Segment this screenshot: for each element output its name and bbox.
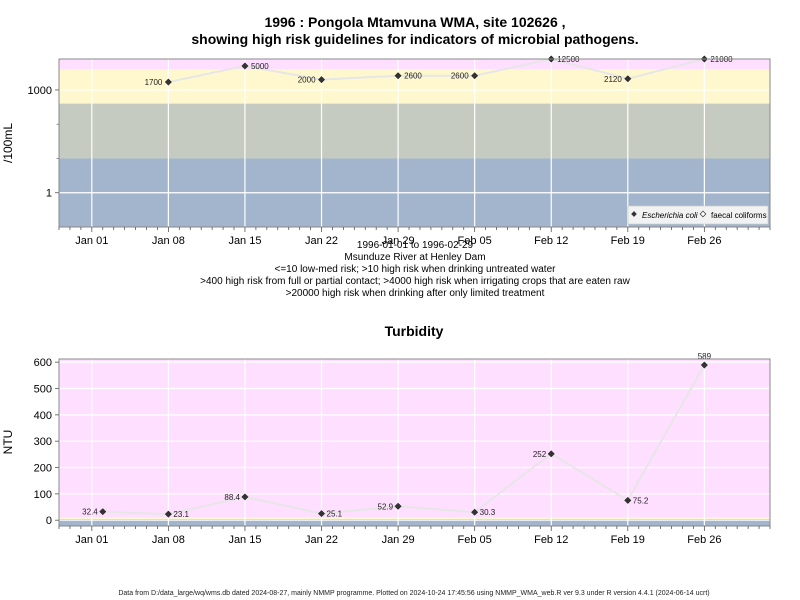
chart1-data-point (317, 76, 326, 84)
chart1-x-tick-label: Jan 01 (75, 235, 108, 247)
chart1-x-tick-label: Jan 15 (228, 235, 261, 247)
chart2-band-3 (59, 359, 770, 518)
chart1-x-tick-label: Feb 19 (611, 235, 645, 247)
chart2-x-tick-label: Jan 01 (75, 534, 108, 546)
chart2-data-label: 52.9 (378, 502, 394, 511)
chart2-data-label: 75.2 (633, 496, 649, 505)
chart1-x-axis: Jan 01 Jan 08 Jan 15 Jan 22 Jan 29 Feb 05 Feb … (58, 227, 771, 247)
chart1-data-point (164, 78, 172, 86)
chart2-data-point (471, 508, 479, 516)
chart1-data-label: 2600 (451, 72, 469, 81)
chart1-subtitle-site: Msunduze River at Henley Dam (344, 252, 485, 263)
chart1-data-label: 1700 (145, 78, 163, 87)
chart1-band-1 (59, 103, 770, 159)
chart2-grid (59, 359, 770, 526)
chart2-x-tick-label: Jan 15 (228, 534, 261, 546)
chart1-title-line1: 1996 : Pongola Mtamvuna WMA, site 102626… (264, 14, 565, 30)
chart1-x-tick-label: Jan 08 (152, 235, 185, 247)
legend-marker-faecal (699, 210, 707, 218)
chart1-data-point (624, 75, 632, 83)
chart2-data-label: 32.4 (82, 508, 98, 517)
chart2-y-tick-label: 500 (34, 384, 52, 396)
chart2-y-axis: 0 100 200 300 400 500 600 (34, 357, 59, 527)
chart2-y-axis-label: NTU (1, 430, 15, 455)
chart2-y-tick-label: 300 (34, 436, 52, 448)
chart1-y-tick-label: 1000 (28, 85, 52, 97)
chart2-data-point (624, 496, 632, 504)
chart1-data-label: 2120 (604, 75, 622, 84)
chart1-series-lines (168, 57, 705, 84)
chart1-data-point (241, 62, 249, 70)
chart2-data-point (547, 450, 555, 458)
chart1-x-tick-label: Feb 12 (534, 235, 568, 247)
chart2-x-tick-label: Feb 12 (534, 534, 568, 546)
chart1-data-label: 2600 (404, 72, 422, 81)
chart2-series-points (99, 361, 708, 518)
chart1-x-tick-label: Feb 05 (458, 235, 492, 247)
chart1-data-point (471, 72, 479, 80)
chart1-y-tick-label: 1 (46, 188, 52, 200)
chart2-data-point (317, 510, 326, 518)
chart2-y-tick-label: 600 (34, 357, 52, 369)
chart2-y-tick-label: 400 (34, 410, 52, 422)
chart2-band-2 (59, 517, 770, 519)
chart1-title-line2: showing high risk guidelines for indicat… (191, 31, 638, 47)
chart2-x-tick-label: Jan 08 (152, 534, 185, 546)
chart2-x-tick-label: Feb 19 (611, 534, 645, 546)
chart2-data-label: 25.1 (327, 510, 343, 519)
legend-label-faecal: faecal coliforms (711, 211, 767, 220)
chart2-data-point (241, 493, 249, 501)
chart1-risk-bands (59, 59, 770, 227)
chart2-data-labels: 32.4 23.1 88.4 25.1 52.9 30.3 252 75.2 589 (82, 352, 711, 519)
chart2-data-point (99, 508, 107, 516)
chart2-plot-frame (58, 358, 771, 527)
legend-box (627, 205, 769, 225)
chart1-plot-frame (58, 58, 771, 228)
chart1-subtitle-guideline-1: <=10 low-med risk; >10 high risk when dr… (275, 264, 557, 275)
chart1-subtitle-guideline-3: >20000 high risk when drinking after onl… (286, 288, 545, 299)
chart1-data-label: 2000 (298, 76, 316, 85)
chart1-y-axis-label: /100mL (1, 123, 15, 163)
chart1-grid (59, 59, 770, 227)
chart2-x-tick-label: Jan 22 (305, 534, 338, 546)
chart1-y-axis: 1 1000 (28, 85, 59, 200)
chart2-y-tick-label: 100 (34, 489, 52, 501)
chart2-band-1 (59, 518, 770, 520)
chart1-series-line (168, 57, 705, 84)
legend-marker-ecoli (631, 211, 637, 217)
chart1-subtitle-guideline-2: >400 high risk from full or partial cont… (200, 276, 630, 287)
chart2-x-tick-label: Feb 26 (687, 534, 721, 546)
chart1-data-label: 5000 (251, 62, 269, 71)
chart2-data-label: 88.4 (224, 493, 240, 502)
chart1-data-point (394, 72, 402, 80)
chart1-legend: Escherichia coli faecal coliforms (627, 205, 769, 225)
chart2-data-label: 589 (698, 352, 712, 361)
legend-label-ecoli: Escherichia coli (642, 211, 698, 220)
chart2-x-tick-label: Feb 05 (458, 534, 492, 546)
chart2-y-tick-label: 200 (34, 463, 52, 475)
chart2-bands (59, 359, 770, 526)
chart2-data-point (700, 361, 708, 369)
chart2-band-0 (59, 519, 770, 526)
chart1-band-3 (59, 59, 770, 70)
chart2-title: Turbidity (385, 323, 444, 339)
chart2-data-label: 30.3 (480, 508, 496, 517)
chart2-data-point (164, 510, 172, 518)
footer-note: Data from D:/data_large/wq/wms.db dated … (118, 590, 709, 597)
chart2-x-tick-label: Jan 29 (382, 534, 415, 546)
chart2-data-point (394, 502, 402, 510)
chart1-series-points (164, 55, 708, 86)
chart1-x-tick-label: Feb 26 (687, 235, 721, 247)
chart1-x-tick-label: Jan 22 (305, 235, 338, 247)
chart2-data-label: 23.1 (173, 510, 189, 519)
chart2-x-axis: Jan 01 Jan 08 Jan 15 Jan 22 Jan 29 Feb 05 Feb … (58, 526, 771, 546)
chart2-y-tick-label: 0 (46, 515, 52, 527)
chart1-subtitle-period: 1996-01-01 to 1996-02-29 (357, 240, 474, 251)
chart2-data-label: 252 (533, 450, 547, 459)
chart1-x-tick-label: Jan 29 (382, 235, 415, 247)
